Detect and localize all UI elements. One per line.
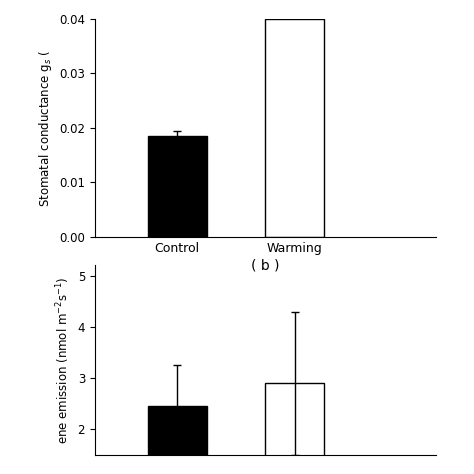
Bar	[265, 383, 324, 474]
Y-axis label: Stomatal conductance g$_s$ (: Stomatal conductance g$_s$ (	[36, 49, 54, 207]
Text: ( b ): ( b )	[251, 258, 280, 273]
Bar	[148, 406, 207, 474]
Y-axis label: ene emission (nmol m$^{-2}$s$^{-1}$): ene emission (nmol m$^{-2}$s$^{-1}$)	[55, 276, 72, 444]
Bar	[265, 19, 324, 237]
Bar	[148, 136, 207, 237]
